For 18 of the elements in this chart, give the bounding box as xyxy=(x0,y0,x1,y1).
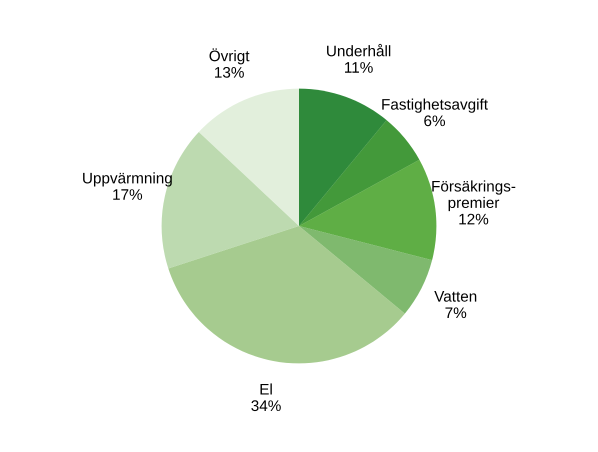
pie-slice xyxy=(299,120,420,226)
slice-label: Fastighetsavgift xyxy=(382,98,488,113)
pie-slice xyxy=(299,226,432,314)
slice-label: Övrigt xyxy=(210,48,250,64)
slice-label: Försäkrings- premier xyxy=(432,180,516,212)
slice-label: Uppvärmning xyxy=(83,172,172,187)
data-label: 12% xyxy=(459,214,488,224)
data-label: 17% xyxy=(113,189,142,200)
data-label: 7% xyxy=(445,307,466,318)
pie-slice xyxy=(198,88,299,226)
slice-label: El xyxy=(260,383,272,394)
pie-slice xyxy=(168,226,405,364)
slice-label: Vatten xyxy=(434,291,476,302)
data-label: 34% xyxy=(251,400,281,412)
slice-label: Underhåll xyxy=(327,44,390,56)
data-label: 6% xyxy=(424,115,446,126)
data-label: 13% xyxy=(215,66,244,78)
data-label: 11% xyxy=(345,62,373,73)
